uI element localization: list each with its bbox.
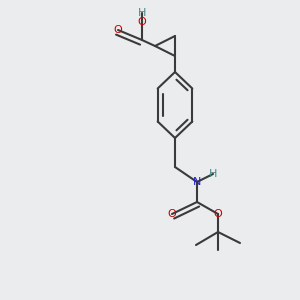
Text: O: O bbox=[168, 209, 176, 219]
Text: H: H bbox=[209, 169, 217, 179]
Text: N: N bbox=[193, 177, 201, 187]
Text: O: O bbox=[138, 17, 146, 27]
Text: H: H bbox=[138, 8, 146, 18]
Text: O: O bbox=[214, 209, 222, 219]
Text: O: O bbox=[114, 25, 122, 35]
